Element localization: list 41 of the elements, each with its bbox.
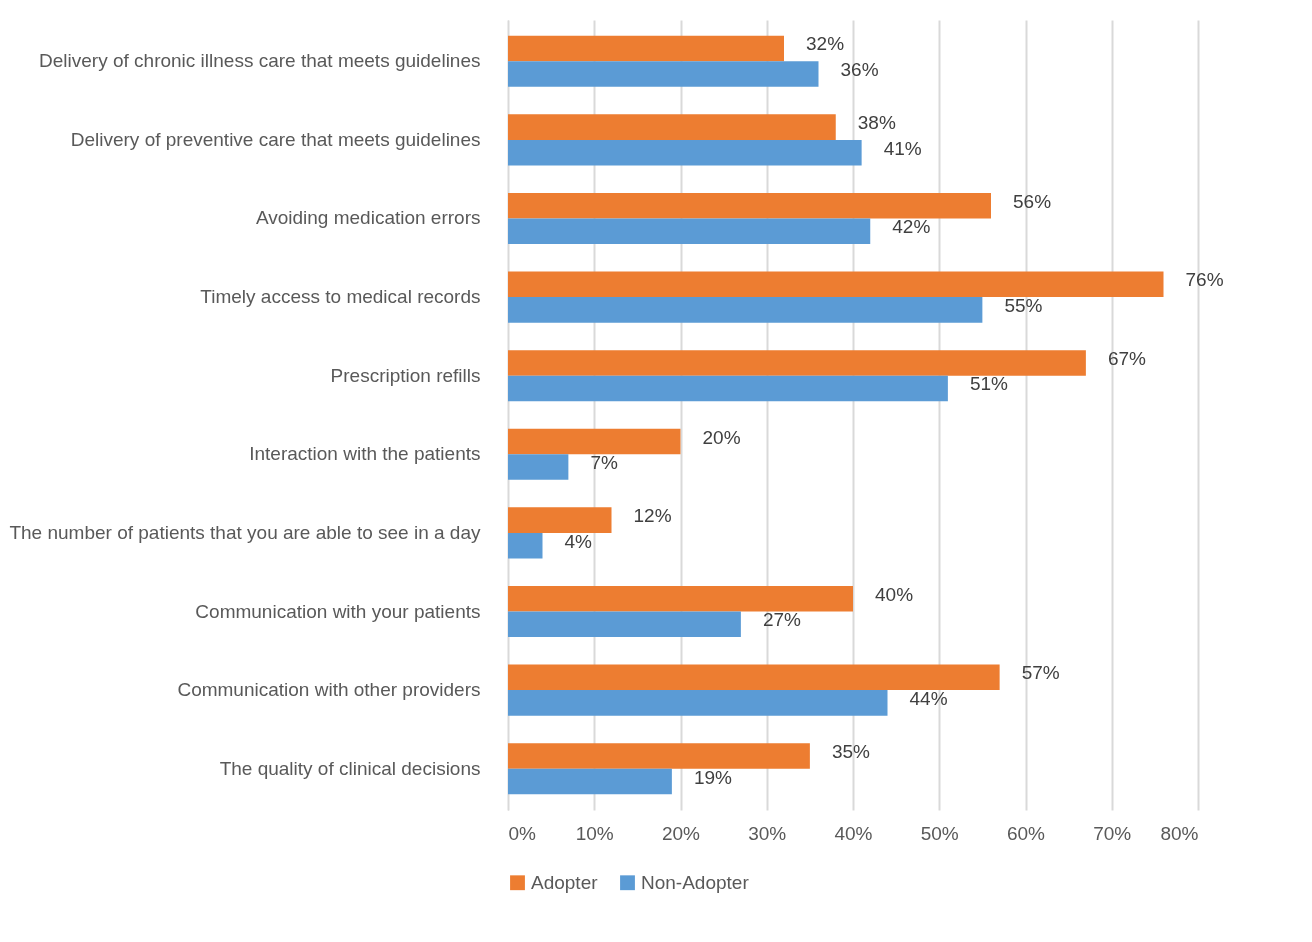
x-tick-label: 0% [508, 822, 537, 844]
y-tick-label: Delivery of chronic illness care that meets guidelines [39, 50, 481, 72]
y-tick-label: Communication with your patients [195, 600, 481, 622]
data-label: 44% [909, 687, 948, 709]
data-label: 12% [633, 505, 672, 527]
y-tick-label: Avoiding medication errors [255, 207, 481, 229]
data-label: 32% [806, 33, 845, 55]
x-tick-label: 50% [920, 822, 959, 844]
data-label: 36% [840, 59, 879, 81]
data-label: 57% [1021, 662, 1060, 684]
y-tick-label: Communication with other providers [177, 679, 481, 701]
legend-label: Non-Adopter [641, 871, 750, 893]
data-label: 56% [1013, 190, 1052, 212]
y-tick-label: Timely access to medical records [200, 286, 481, 308]
data-label: 67% [1107, 347, 1147, 369]
data-label: 42% [892, 216, 931, 238]
x-tick-label: 30% [748, 822, 787, 844]
data-label: 40% [875, 583, 914, 605]
data-label: 76% [1185, 269, 1224, 291]
y-tick-label: Delivery of preventive care that meets guidelines [70, 128, 481, 150]
data-label: 41% [883, 137, 922, 159]
data-label: 27% [762, 609, 802, 631]
legend-label: Adopter [531, 871, 599, 893]
x-tick-label: 40% [834, 822, 873, 844]
y-tick-label: The number of patients that you are able to see in a day [9, 521, 481, 543]
y-tick-label: Prescription refills [330, 364, 481, 386]
x-tick-label: 60% [1006, 822, 1046, 844]
data-label: 51% [969, 373, 1009, 395]
data-label: 38% [857, 112, 896, 134]
data-label: 7% [590, 452, 618, 474]
x-tick-label: 10% [575, 822, 614, 844]
x-tick-label: 20% [661, 822, 701, 844]
x-tick-label: 80% [1160, 822, 1199, 844]
y-tick-label: The quality of clinical decisions [219, 757, 481, 779]
data-label: 35% [831, 740, 871, 762]
data-label: 55% [1004, 294, 1043, 316]
data-label: 20% [702, 426, 741, 448]
y-tick-label: Interaction with the patients [249, 443, 481, 465]
data-label: 4% [564, 530, 593, 552]
data-label: 19% [693, 766, 733, 788]
x-tick-label: 70% [1093, 822, 1132, 844]
